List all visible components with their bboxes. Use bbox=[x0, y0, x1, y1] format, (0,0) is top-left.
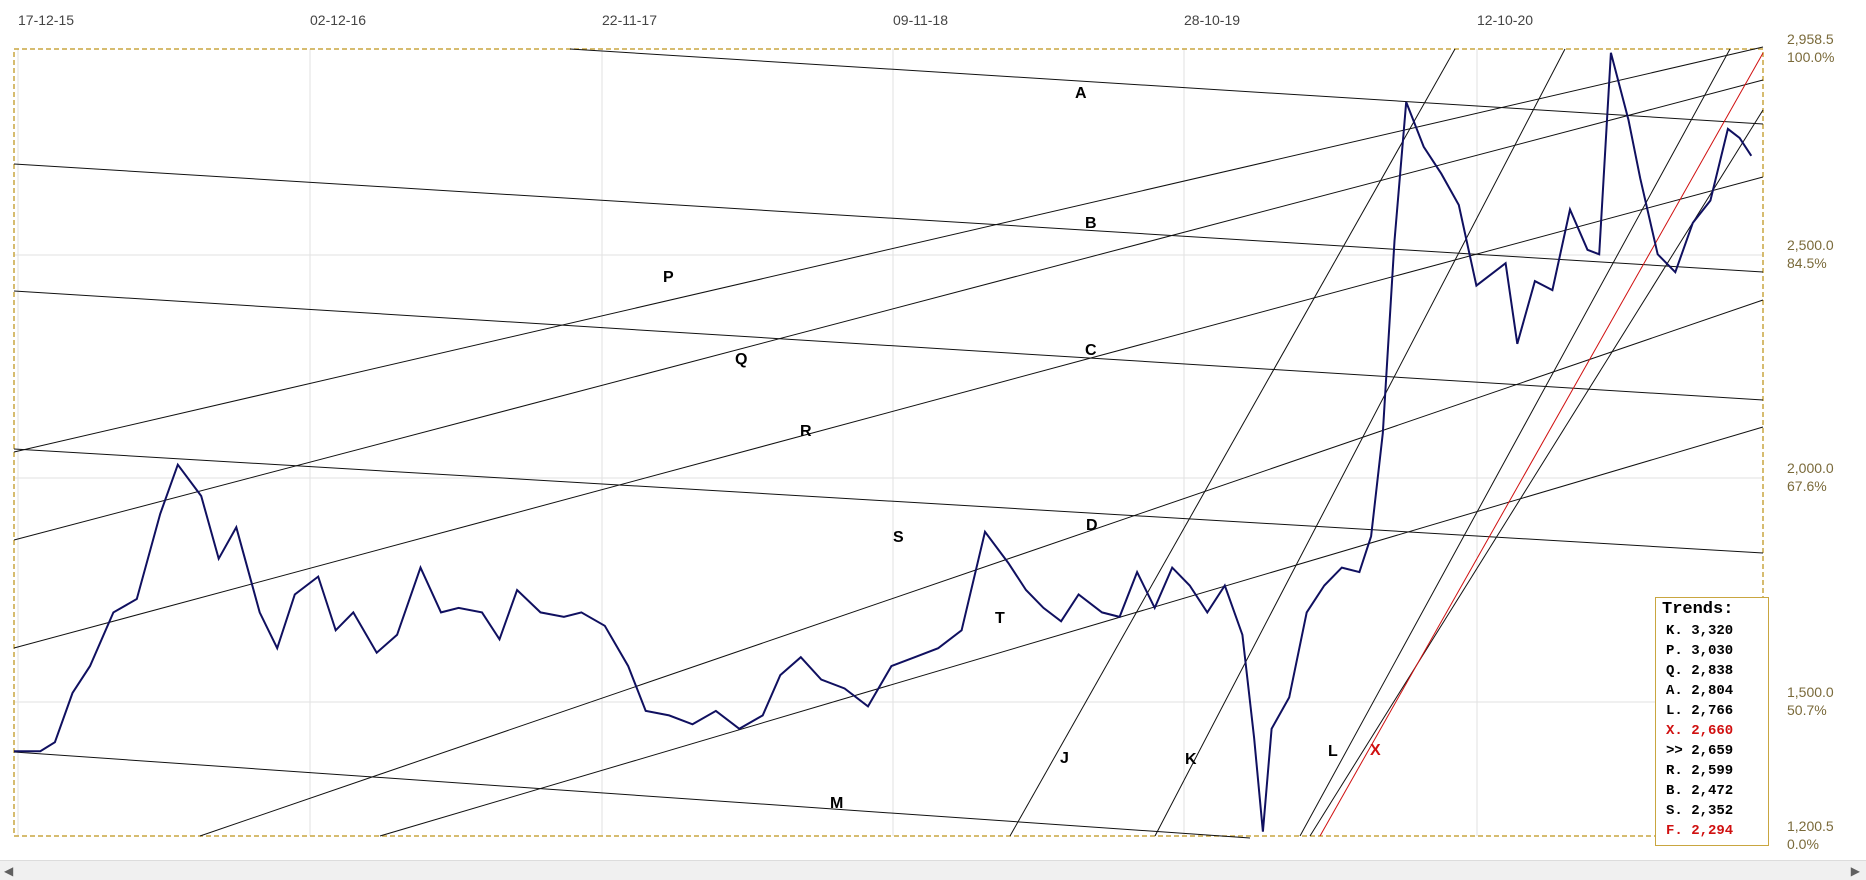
trend-line bbox=[1309, 109, 1764, 837]
trend-line bbox=[1319, 52, 1764, 837]
trend-line bbox=[13, 290, 1764, 401]
trend-row: >> 2,659 bbox=[1666, 743, 1734, 759]
trend-label-m: M bbox=[830, 795, 843, 812]
trend-label-t: T bbox=[995, 610, 1005, 627]
trends-title: Trends: bbox=[1662, 600, 1734, 619]
y-tick-label: 1,200.5 bbox=[1787, 818, 1834, 834]
trends-list: K. 3,320 P. 3,030 Q. 2,838 A. 2,804 L. 2,766… bbox=[1662, 621, 1762, 841]
x-axis-labels: 17-12-15 02-12-16 22-11-17 09-11-18 28-10-19… bbox=[18, 12, 1533, 28]
trend-label-x: X bbox=[1370, 742, 1381, 759]
scroll-right-icon[interactable]: ▶ bbox=[1850, 864, 1860, 878]
x-tick-label: 17-12-15 bbox=[18, 12, 74, 28]
trend-label-p: P bbox=[663, 269, 674, 286]
scroll-left-icon[interactable]: ◀ bbox=[4, 864, 14, 878]
trend-line-labels: A B C D P Q R S T J K L M X bbox=[663, 85, 1381, 812]
trend-line bbox=[13, 448, 1764, 554]
trend-line bbox=[379, 426, 1764, 837]
y-tick-label: 2,000.0 bbox=[1787, 460, 1834, 476]
x-tick-label: 28-10-19 bbox=[1184, 12, 1240, 28]
horizontal-scrollbar[interactable]: ◀ ▶ bbox=[0, 860, 1866, 880]
trend-line bbox=[1009, 48, 1456, 837]
trend-line bbox=[13, 163, 1764, 273]
y-tick-percent: 0.0% bbox=[1787, 836, 1819, 852]
trend-row: R. 2,599 bbox=[1666, 763, 1734, 779]
trend-label-k: K bbox=[1185, 751, 1197, 768]
trend-line bbox=[13, 46, 1764, 453]
trend-line bbox=[13, 176, 1764, 649]
trend-lines bbox=[13, 46, 1764, 839]
price-chart: 17-12-15 02-12-16 22-11-17 09-11-18 28-10-19… bbox=[13, 12, 1834, 852]
trend-label-a: A bbox=[1075, 85, 1087, 102]
trend-row: X. 2,660 bbox=[1666, 723, 1734, 739]
y-tick-percent: 84.5% bbox=[1787, 255, 1827, 271]
y-tick-label: 1,500.0 bbox=[1787, 684, 1834, 700]
price-series-line bbox=[14, 52, 1753, 832]
plot-border bbox=[13, 48, 1764, 837]
trend-line bbox=[199, 299, 1764, 837]
trend-row: P. 3,030 bbox=[1666, 643, 1734, 659]
trend-row: Q. 2,838 bbox=[1666, 663, 1734, 679]
y-tick-percent: 67.6% bbox=[1787, 478, 1827, 494]
trend-line bbox=[1299, 48, 1731, 837]
y-tick-label: 2,958.5 bbox=[1787, 31, 1834, 47]
trend-line bbox=[569, 48, 1764, 125]
x-tick-label: 09-11-18 bbox=[893, 12, 948, 28]
grid bbox=[14, 49, 1763, 836]
trend-row: S. 2,352 bbox=[1666, 803, 1734, 819]
trend-row: B. 2,472 bbox=[1666, 783, 1734, 799]
x-tick-label: 22-11-17 bbox=[602, 12, 657, 28]
trend-label-r: R bbox=[800, 423, 812, 440]
trends-panel: Trends: K. 3,320 P. 3,030 Q. 2,838 A. 2,804… bbox=[1655, 597, 1769, 846]
trend-label-d: D bbox=[1086, 517, 1098, 534]
trend-row: L. 2,766 bbox=[1666, 703, 1734, 719]
trend-label-c: C bbox=[1085, 342, 1097, 359]
trend-line bbox=[1154, 48, 1566, 837]
trend-line bbox=[13, 751, 1251, 839]
y-tick-label: 2,500.0 bbox=[1787, 237, 1834, 253]
trend-label-b: B bbox=[1085, 215, 1097, 232]
trend-label-s: S bbox=[893, 529, 904, 546]
y-tick-percent: 50.7% bbox=[1787, 702, 1827, 718]
trend-label-l: L bbox=[1328, 743, 1338, 760]
trend-label-j: J bbox=[1060, 750, 1069, 767]
trend-row: K. 3,320 bbox=[1666, 623, 1734, 639]
trend-line bbox=[13, 79, 1764, 541]
x-tick-label: 12-10-20 bbox=[1477, 12, 1533, 28]
y-axis-labels: 2,958.5 100.0% 2,500.0 84.5% 2,000.0 67.6% 1,5… bbox=[1787, 31, 1834, 852]
y-tick-percent: 100.0% bbox=[1787, 49, 1834, 65]
trend-row: F. 2,294 bbox=[1666, 823, 1734, 839]
x-tick-label: 02-12-16 bbox=[310, 12, 366, 28]
trend-row: A. 2,804 bbox=[1666, 683, 1734, 699]
trend-label-q: Q bbox=[735, 351, 747, 368]
